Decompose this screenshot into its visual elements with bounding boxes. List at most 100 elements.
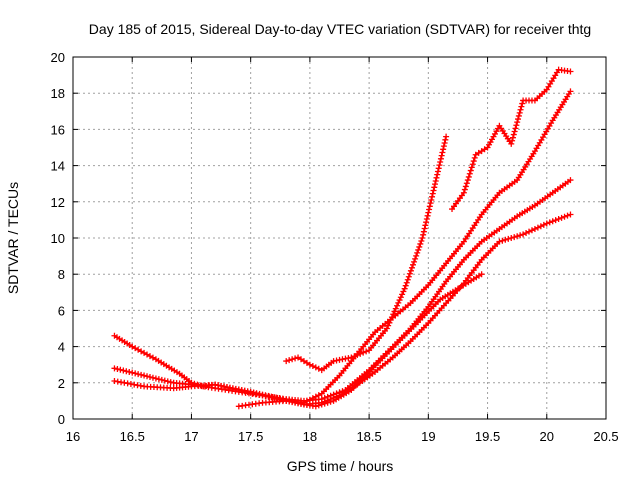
- data-point: [410, 261, 417, 268]
- data-point: [232, 386, 239, 393]
- data-point: [226, 385, 233, 392]
- data-point: [132, 370, 139, 377]
- data-point: [425, 209, 432, 216]
- data-point: [155, 376, 162, 383]
- y-tick-label: 0: [58, 412, 65, 427]
- data-point: [558, 214, 565, 221]
- y-tick-label: 18: [51, 86, 65, 101]
- data-point: [212, 381, 219, 388]
- x-tick-label: 16.5: [120, 429, 145, 444]
- x-tick-label: 16: [66, 429, 80, 444]
- data-point: [396, 297, 403, 304]
- data-point: [221, 383, 228, 390]
- data-point: [517, 232, 524, 239]
- x-tick-label: 20: [540, 429, 554, 444]
- data-point: [152, 375, 159, 382]
- data-point: [164, 378, 171, 385]
- data-point: [434, 171, 441, 178]
- chart-title: Day 185 of 2015, Sidereal Day-to-day VTE…: [89, 21, 591, 37]
- x-tick-label: 17: [184, 429, 198, 444]
- data-point: [424, 212, 431, 219]
- data-point: [247, 389, 254, 396]
- data-point: [158, 376, 165, 383]
- data-point: [427, 200, 434, 207]
- data-point: [403, 279, 410, 286]
- data-point: [518, 103, 525, 110]
- data-point: [360, 349, 367, 356]
- data-point: [517, 106, 524, 113]
- data-point: [333, 393, 340, 400]
- data-point: [146, 374, 153, 381]
- data-point: [215, 382, 222, 389]
- data-point: [271, 395, 278, 402]
- data-point: [259, 392, 266, 399]
- y-tick-label: 2: [58, 376, 65, 391]
- data-point: [141, 372, 148, 379]
- data-point: [144, 373, 151, 380]
- data-point: [411, 258, 418, 265]
- data-point: [262, 393, 269, 400]
- y-tick-label: 6: [58, 303, 65, 318]
- data-point: [363, 348, 370, 355]
- data-point: [561, 213, 568, 220]
- data-point: [418, 237, 425, 244]
- data-point: [440, 143, 447, 150]
- data-point: [509, 134, 516, 141]
- data-point: [268, 394, 275, 401]
- data-point: [423, 219, 430, 226]
- data-point: [436, 162, 443, 169]
- data-point: [499, 237, 506, 244]
- data-point: [505, 235, 512, 242]
- data-point: [419, 235, 426, 241]
- y-tick-label: 16: [51, 122, 65, 137]
- series-track-5: [449, 66, 574, 213]
- data-point: [567, 177, 574, 184]
- data-point: [515, 112, 522, 119]
- data-point: [138, 371, 145, 378]
- data-point: [470, 158, 477, 165]
- data-point: [111, 365, 118, 372]
- data-point: [509, 137, 516, 144]
- series-track-3: [111, 211, 574, 408]
- data-point: [428, 196, 435, 203]
- data-point: [406, 270, 413, 277]
- data-point: [433, 174, 440, 181]
- data-point: [549, 218, 556, 225]
- data-point: [415, 246, 422, 253]
- data-point: [438, 152, 445, 159]
- data-point: [420, 231, 427, 238]
- data-point: [564, 212, 571, 219]
- data-point: [241, 388, 248, 395]
- data-point: [235, 387, 242, 394]
- data-point: [543, 220, 550, 227]
- data-point: [421, 225, 428, 232]
- data-point: [468, 164, 475, 171]
- data-point: [327, 396, 334, 403]
- x-tick-label: 18: [303, 429, 317, 444]
- data-point: [405, 273, 412, 280]
- data-point: [467, 167, 474, 174]
- data-point: [283, 358, 290, 365]
- data-point: [149, 374, 156, 381]
- data-point: [395, 299, 402, 306]
- data-point: [426, 203, 433, 210]
- y-tick-label: 4: [58, 340, 65, 355]
- data-point: [413, 252, 420, 259]
- x-tick-label: 17.5: [238, 429, 263, 444]
- x-axis-label: GPS time / hours: [287, 458, 394, 474]
- data-point: [321, 398, 328, 405]
- y-tick-label: 10: [51, 231, 65, 246]
- data-point: [114, 366, 121, 373]
- data-point: [404, 276, 411, 283]
- data-point: [546, 219, 553, 226]
- data-point: [513, 122, 520, 129]
- data-point: [460, 189, 467, 196]
- axis-ticks: 16 16.5 17 17.5 18 18.5 19 19.5 20 20.5 0 2 4 6 8 10 12 1…: [51, 50, 619, 444]
- data-point: [399, 291, 406, 298]
- data-point: [519, 100, 526, 107]
- data-point: [465, 173, 472, 180]
- data-point: [567, 68, 574, 75]
- data-point: [414, 249, 421, 256]
- data-point: [420, 228, 427, 235]
- x-tick-label: 20.5: [593, 429, 618, 444]
